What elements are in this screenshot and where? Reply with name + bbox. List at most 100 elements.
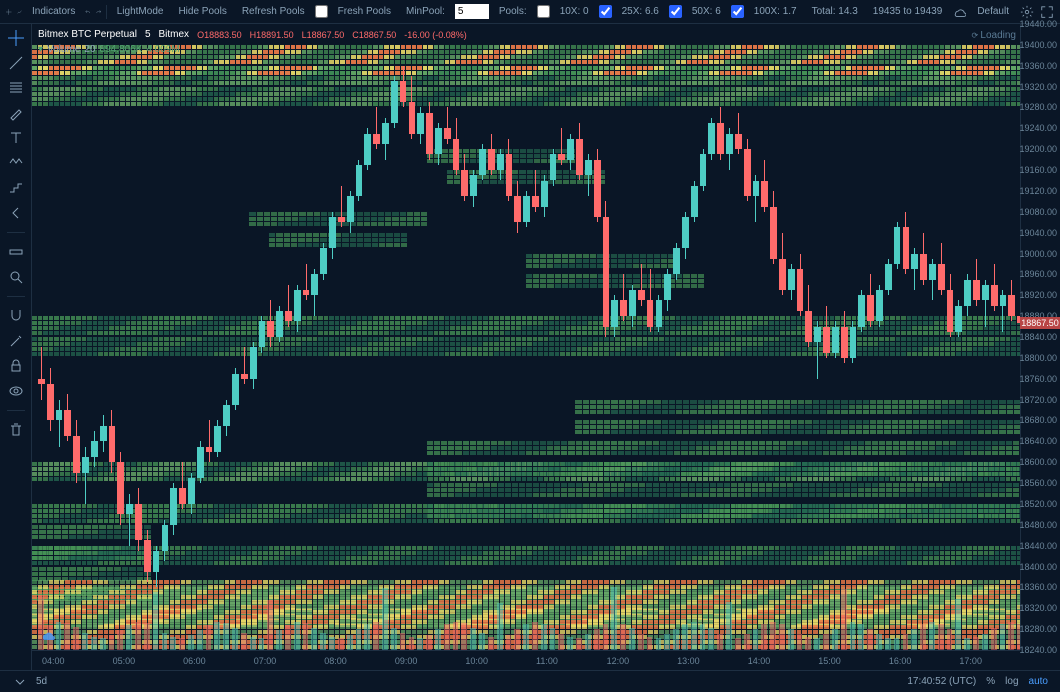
log-toggle[interactable]: log (1005, 676, 1018, 687)
arrow-left-icon[interactable] (8, 205, 24, 221)
freshpools-label: Fresh Pools (333, 4, 396, 19)
exchange: Bitmex (159, 29, 190, 40)
percent-toggle[interactable]: % (986, 676, 995, 687)
time-tick: 14:00 (748, 656, 771, 666)
hidepools-button[interactable]: Hide Pools (173, 4, 231, 19)
open-value: O18883.50 (197, 30, 242, 40)
pool100x-checkbox[interactable] (731, 5, 744, 18)
interval[interactable]: 5 (145, 29, 151, 40)
price-tick: 18480.00 (1019, 520, 1057, 530)
price-tick: 18520.00 (1019, 499, 1057, 509)
drawing-toolbar (0, 24, 32, 670)
symbol-name[interactable]: Bitmex BTC Perpetual (38, 29, 137, 40)
pattern-tool-icon[interactable] (8, 155, 24, 171)
fib-tool-icon[interactable] (8, 80, 24, 96)
settings-icon[interactable] (1020, 5, 1034, 19)
price-tick: 19200.00 (1019, 144, 1057, 154)
price-tick: 18440.00 (1019, 541, 1057, 551)
text-tool-icon[interactable] (8, 130, 24, 146)
volume-period: 20 (84, 44, 95, 55)
time-tick: 08:00 (324, 656, 347, 666)
time-tick: 04:00 (42, 656, 65, 666)
price-tick: 19080.00 (1019, 207, 1057, 217)
time-tick: 09:00 (395, 656, 418, 666)
chart-area[interactable]: Bitmex BTC Perpetual 5 Bitmex O18883.50 … (32, 24, 1060, 670)
price-tick: 18920.00 (1019, 290, 1057, 300)
time-tick: 12:00 (607, 656, 630, 666)
pool50x-label: 50X: 6 (687, 4, 726, 19)
chart-type-icon[interactable] (17, 5, 23, 19)
price-tick: 18560.00 (1019, 478, 1057, 488)
volume-ma: 4.009M (146, 44, 179, 55)
time-tick: 10:00 (465, 656, 488, 666)
trash-icon[interactable] (8, 422, 24, 438)
forecast-tool-icon[interactable] (8, 180, 24, 196)
freshpools-checkbox[interactable] (315, 5, 328, 18)
line-tool-icon[interactable] (8, 55, 24, 71)
price-tick: 18600.00 (1019, 457, 1057, 467)
volume-header: ▾ Volume 20 894.806K 4.009M (38, 44, 180, 55)
price-tick: 18680.00 (1019, 415, 1057, 425)
symbol-header: Bitmex BTC Perpetual 5 Bitmex O18883.50 … (38, 29, 467, 40)
default-layout[interactable]: Default (972, 4, 1014, 19)
pool50x-checkbox[interactable] (669, 5, 682, 18)
fullscreen-icon[interactable] (1040, 5, 1054, 19)
price-axis[interactable]: 18240.0018280.0018320.0018360.0018400.00… (1020, 24, 1060, 650)
zoom-icon[interactable] (8, 269, 24, 285)
price-tick: 19040.00 (1019, 228, 1057, 238)
save-chart-icon[interactable] (38, 627, 56, 644)
volume-label[interactable]: Volume (47, 44, 80, 55)
pools-label: Pools: (494, 4, 532, 19)
lock-drawings-icon[interactable] (8, 333, 24, 349)
expand-icon[interactable] (12, 674, 28, 690)
price-tick: 19400.00 (1019, 40, 1057, 50)
price-tick: 18280.00 (1019, 624, 1057, 634)
pool25x-checkbox[interactable] (599, 5, 612, 18)
status-bar: 5d 17:40:52 (UTC) % log auto (0, 670, 1060, 692)
price-tick: 18400.00 (1019, 562, 1057, 572)
time-tick: 13:00 (677, 656, 700, 666)
pool10x-checkbox[interactable] (537, 5, 550, 18)
total-label: Total: 14.3 (807, 4, 863, 19)
price-tick: 19280.00 (1019, 102, 1057, 112)
price-tick: 18840.00 (1019, 332, 1057, 342)
pool100x-label: 100X: 1.7 (749, 4, 802, 19)
minpool-input[interactable] (455, 4, 489, 19)
low-value: L18867.50 (302, 30, 345, 40)
time-tick: 06:00 (183, 656, 206, 666)
price-tick: 18720.00 (1019, 395, 1057, 405)
eye-icon[interactable] (8, 383, 24, 399)
range-label: 19435 to 19439 (868, 4, 948, 19)
crosshair-icon[interactable] (6, 5, 12, 19)
volume-value: 894.806K (100, 44, 143, 55)
auto-toggle[interactable]: auto (1029, 676, 1048, 687)
redo-icon[interactable] (96, 5, 102, 19)
time-tick: 15:00 (818, 656, 841, 666)
high-value: H18891.50 (250, 30, 294, 40)
change-value: -16.00 (-0.08%) (404, 30, 467, 40)
pool25x-label: 25X: 6.6 (617, 4, 664, 19)
price-tick: 19120.00 (1019, 186, 1057, 196)
collapse-icon[interactable]: ▾ (38, 44, 43, 55)
indicators-button[interactable]: Indicators (27, 4, 80, 19)
price-tick: 18800.00 (1019, 353, 1057, 363)
refreshpools-button[interactable]: Refresh Pools (237, 4, 310, 19)
lightmode-button[interactable]: LightMode (112, 4, 169, 19)
lock-icon[interactable] (8, 358, 24, 374)
current-price-label: 18867.50 (1020, 317, 1060, 329)
price-tick: 19360.00 (1019, 61, 1057, 71)
price-tick: 18360.00 (1019, 582, 1057, 592)
price-tick: 19240.00 (1019, 123, 1057, 133)
price-tick: 18760.00 (1019, 374, 1057, 384)
price-tick: 18320.00 (1019, 603, 1057, 613)
cloud-icon[interactable] (952, 5, 966, 19)
period-5d[interactable]: 5d (36, 676, 47, 687)
brush-tool-icon[interactable] (8, 105, 24, 121)
candles-layer (32, 24, 1020, 650)
price-tick: 19320.00 (1019, 82, 1057, 92)
time-axis[interactable]: 04:0005:0006:0007:0008:0009:0010:0011:00… (32, 650, 1020, 670)
ruler-icon[interactable] (8, 244, 24, 260)
undo-icon[interactable] (85, 5, 91, 19)
cursor-tool-icon[interactable] (8, 30, 24, 46)
magnet-icon[interactable] (8, 308, 24, 324)
